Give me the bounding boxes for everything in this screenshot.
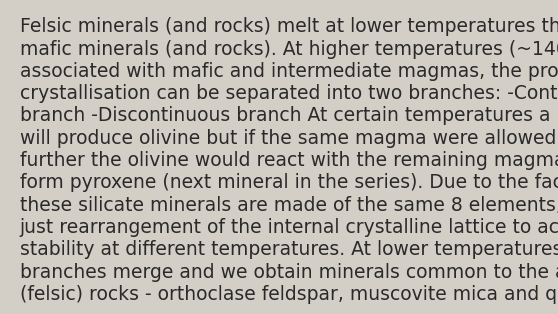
Text: mafic minerals (and rocks). At higher temperatures (~1400°C),: mafic minerals (and rocks). At higher te… (20, 40, 558, 59)
Text: Felsic minerals (and rocks) melt at lower temperatures than: Felsic minerals (and rocks) melt at lowe… (20, 17, 558, 36)
Text: further the olivine would react with the remaining magma and: further the olivine would react with the… (20, 151, 558, 170)
Text: will produce olivine but if the same magma were allowed to cool: will produce olivine but if the same mag… (20, 129, 558, 148)
Text: branches merge and we obtain minerals common to the acidic: branches merge and we obtain minerals co… (20, 263, 558, 282)
Text: stability at different temperatures. At lower temperatures the: stability at different temperatures. At … (20, 240, 558, 259)
Text: form pyroxene (next mineral in the series). Due to the fact that: form pyroxene (next mineral in the serie… (20, 173, 558, 192)
Text: crystallisation can be separated into two branches: -Continuous: crystallisation can be separated into tw… (20, 84, 558, 103)
Text: associated with mafic and intermediate magmas, the process of: associated with mafic and intermediate m… (20, 62, 558, 81)
Text: (felsic) rocks - orthoclase feldspar, muscovite mica and quartz: (felsic) rocks - orthoclase feldspar, mu… (20, 285, 558, 304)
Text: these silicate minerals are made of the same 8 elements, it is: these silicate minerals are made of the … (20, 196, 558, 215)
Text: branch -Discontinuous branch At certain temperatures a magma: branch -Discontinuous branch At certain … (20, 106, 558, 126)
Text: just rearrangement of the internal crystalline lattice to achieve: just rearrangement of the internal cryst… (20, 218, 558, 237)
